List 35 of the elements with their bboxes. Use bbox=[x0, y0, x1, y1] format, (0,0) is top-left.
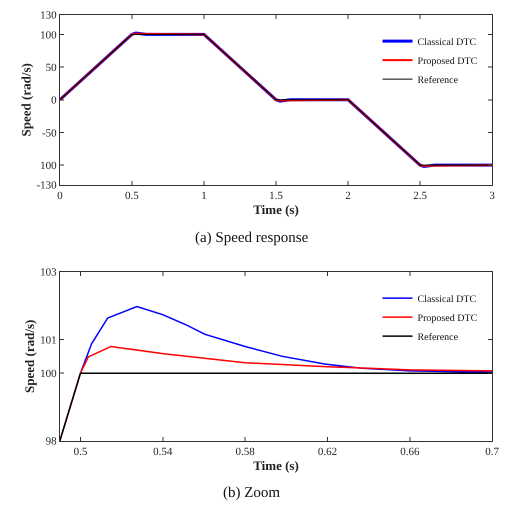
y-tick-label: 100 bbox=[40, 29, 58, 42]
x-tick-label: 0.7 bbox=[485, 446, 500, 458]
x-tick-label: 0.5 bbox=[125, 190, 140, 202]
y-tick-label: 130 bbox=[40, 10, 58, 22]
text: (a) Speed response bbox=[195, 230, 309, 246]
x-tick-label: 0.62 bbox=[318, 446, 338, 458]
y-tick-label: 103 bbox=[40, 266, 58, 279]
y-tick-label: -130 bbox=[36, 180, 58, 192]
legend-label: Proposed DTC bbox=[418, 313, 478, 324]
x-tick-label: 0.5 bbox=[74, 446, 88, 458]
y-tick-label: 98 bbox=[46, 436, 58, 448]
x-tick-label: 1.5 bbox=[269, 190, 284, 202]
y-tick-label: -50 bbox=[42, 127, 58, 140]
y-tick-label: 100 bbox=[40, 368, 58, 380]
legend-label: Reference bbox=[418, 75, 459, 86]
legend-label: Proposed DTC bbox=[418, 56, 478, 68]
x-tick-label: 1 bbox=[201, 190, 207, 202]
x-tick-label: 0.54 bbox=[153, 446, 173, 458]
x-tick-label: 0.58 bbox=[236, 446, 256, 458]
x-axis-title: Time (s) bbox=[253, 458, 299, 474]
legend-label: Classical DTC bbox=[418, 294, 476, 306]
text: (b) Zoom bbox=[223, 485, 280, 501]
x-tick-label: 0.66 bbox=[400, 446, 420, 458]
x-axis-title: Time (s) bbox=[253, 202, 299, 217]
x-tick-label: 2 bbox=[345, 190, 351, 202]
y-axis-title: Speed (rad/s) bbox=[18, 63, 34, 136]
y-tick-label: 101 bbox=[40, 334, 57, 346]
legend-label: Classical DTC bbox=[418, 37, 476, 48]
y-tick-label: 100 bbox=[40, 160, 58, 172]
x-tick-label: 3 bbox=[489, 190, 496, 202]
x-tick-label: 2.5 bbox=[413, 190, 428, 202]
legend-label: Reference bbox=[418, 332, 459, 344]
y-axis-title: Speed (rad/s) bbox=[22, 320, 38, 393]
y-tick-label: 50 bbox=[46, 62, 58, 74]
y-tick-label: 0 bbox=[51, 94, 58, 107]
